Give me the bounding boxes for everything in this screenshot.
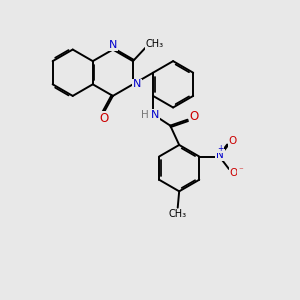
Text: CH₃: CH₃	[169, 209, 187, 219]
Text: CH₃: CH₃	[145, 39, 164, 49]
Text: +: +	[217, 144, 223, 153]
Text: N: N	[133, 79, 142, 89]
Text: O: O	[189, 110, 199, 123]
Text: H: H	[141, 110, 148, 120]
Text: O: O	[99, 112, 109, 125]
Text: N: N	[109, 40, 117, 50]
Text: N: N	[216, 150, 224, 160]
Text: ⁻: ⁻	[238, 166, 243, 175]
Text: O: O	[229, 136, 237, 146]
Text: N: N	[151, 110, 160, 120]
Text: O: O	[230, 168, 238, 178]
